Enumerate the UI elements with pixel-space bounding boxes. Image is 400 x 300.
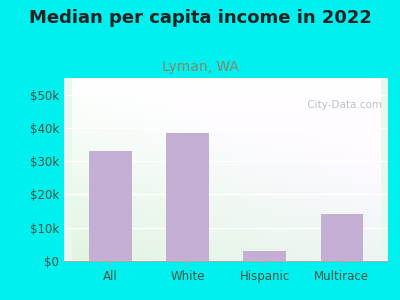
Bar: [166, 133, 209, 261]
Text: City-Data.com: City-Data.com: [304, 100, 382, 110]
Bar: [89, 151, 132, 261]
Bar: [320, 214, 363, 261]
Text: Lyman, WA: Lyman, WA: [162, 60, 238, 74]
Bar: [243, 251, 286, 261]
Text: Median per capita income in 2022: Median per capita income in 2022: [28, 9, 372, 27]
